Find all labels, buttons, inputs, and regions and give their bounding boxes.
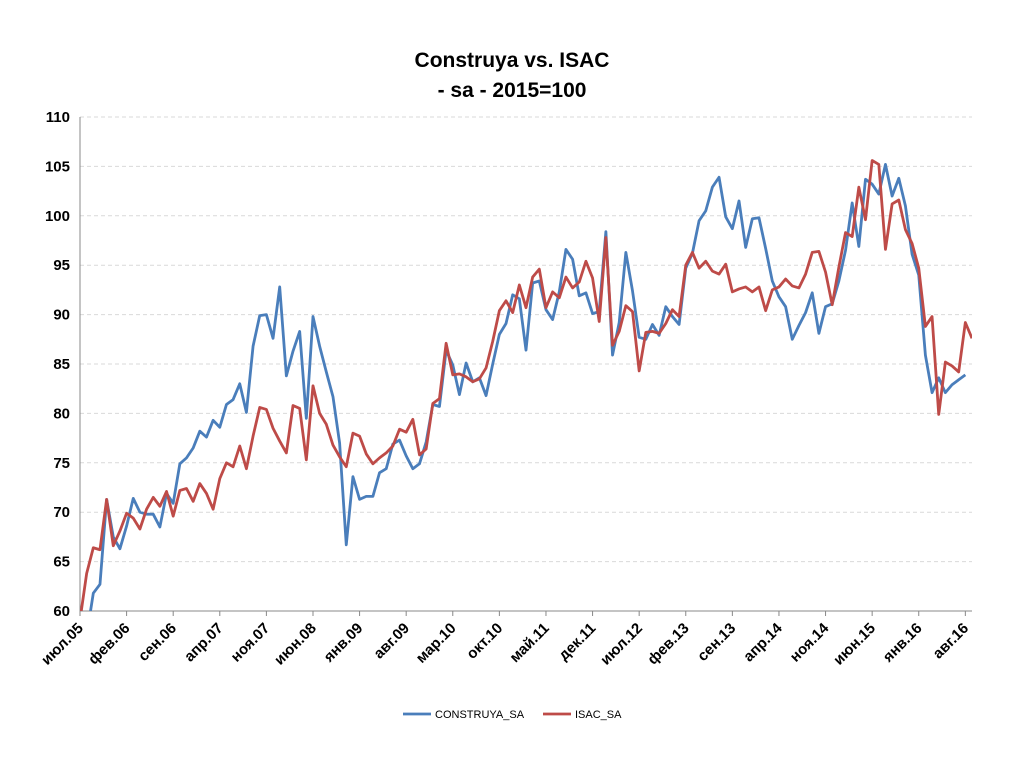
y-tick-label: 85: [53, 356, 70, 373]
series-lines: [80, 159, 972, 611]
y-tick-label: 95: [53, 257, 70, 274]
y-tick-label: 65: [53, 554, 70, 571]
series-line-construya-sa: [89, 163, 967, 611]
x-tick-label: июл.05: [38, 620, 87, 669]
x-tick-label: окт.10: [463, 620, 506, 663]
y-axis-tick-labels: 60 65 70 75 80 85 90 95 100 105 110: [45, 109, 70, 620]
y-tick-label: 75: [53, 455, 70, 472]
x-tick-label: апр.14: [740, 619, 786, 665]
chart-title: Construya vs. ISAC: [415, 49, 610, 72]
x-tick-label: янв.09: [321, 620, 367, 666]
axes: [79, 117, 972, 616]
x-tick-label: апр.07: [181, 620, 227, 666]
y-tick-label: 100: [45, 208, 70, 225]
x-tick-label: мар.10: [413, 620, 460, 667]
x-tick-label: сен.13: [694, 620, 739, 665]
x-tick-label: янв.16: [880, 620, 926, 666]
x-tick-label: авг.09: [370, 620, 413, 663]
y-tick-label: 90: [53, 307, 70, 324]
legend-label-construya-sa: CONSTRUYA_SA: [435, 709, 525, 721]
x-tick-label: фев.13: [644, 620, 692, 668]
y-tick-label: 105: [45, 158, 70, 175]
legend: CONSTRUYA_SA ISAC_SA: [403, 709, 622, 721]
y-tick-label: 110: [46, 109, 70, 126]
x-tick-label: сен.06: [135, 620, 180, 665]
x-tick-label: июн.08: [271, 620, 320, 669]
y-tick-label: 70: [53, 504, 70, 521]
legend-label-isac-sa: ISAC_SA: [575, 709, 622, 721]
x-tick-label: июн.15: [830, 620, 879, 669]
y-tick-label: 80: [53, 405, 70, 422]
x-tick-label: июл.12: [597, 620, 646, 669]
y-tick-label: 60: [53, 603, 70, 620]
x-tick-label: май.11: [506, 620, 552, 666]
series-line-isac-sa: [80, 159, 972, 611]
x-tick-label: авг.16: [930, 620, 973, 663]
x-tick-label: ноя.07: [228, 620, 274, 666]
x-tick-label: дек.11: [555, 620, 599, 664]
x-tick-label: ноя.14: [787, 619, 833, 665]
x-tick-label: фев.06: [85, 620, 133, 668]
chart-subtitle: - sa - 2015=100: [438, 79, 587, 102]
